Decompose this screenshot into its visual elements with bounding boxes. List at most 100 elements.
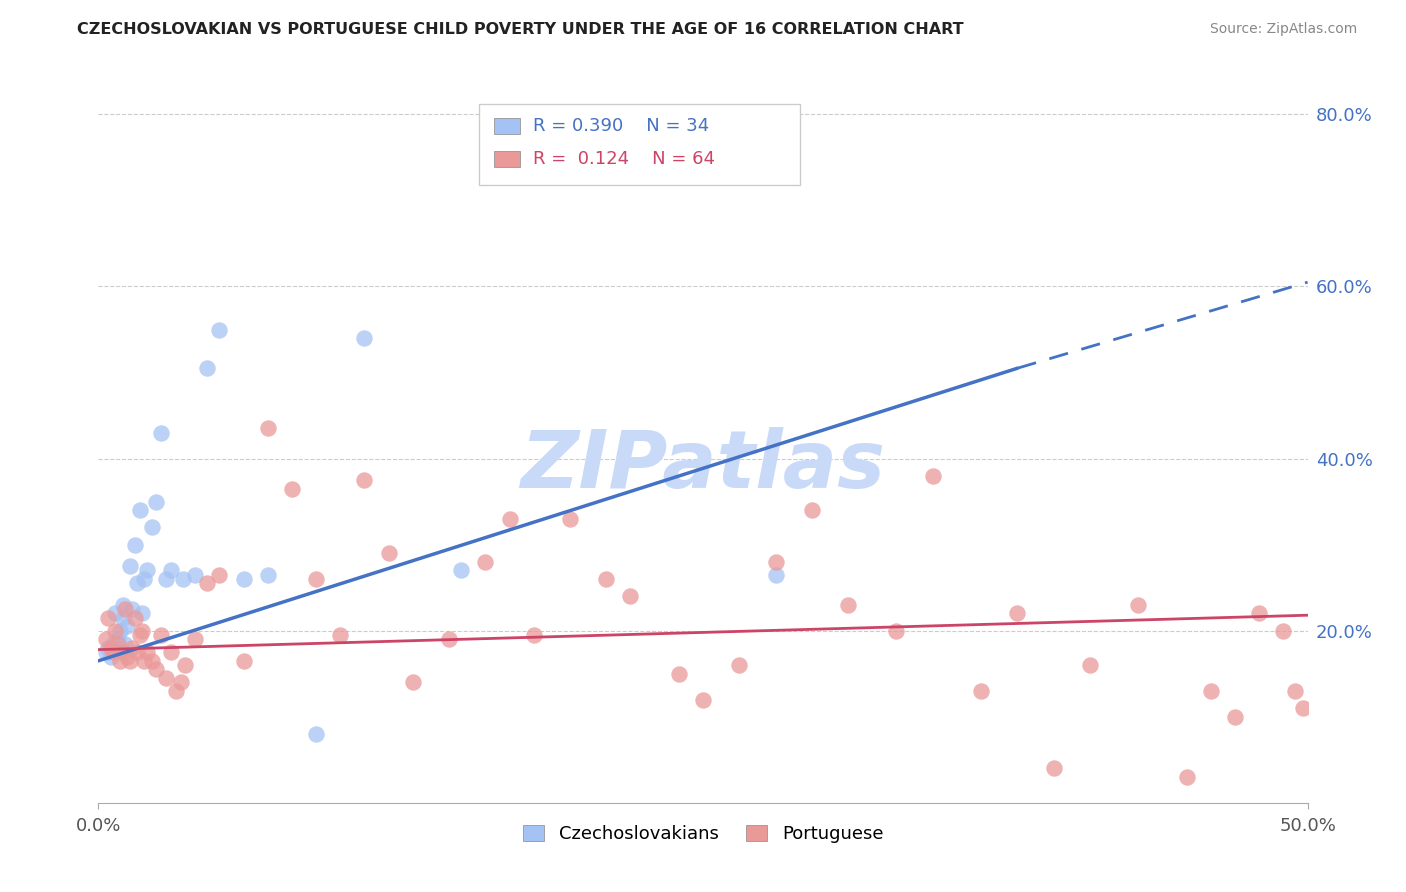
Point (97, 611, 120, 625)
Text: R =  0.124    N = 64: R = 0.124 N = 64 (533, 150, 714, 168)
Point (145, 662, 167, 676)
Point (174, 658, 197, 673)
Point (256, 567, 278, 582)
Point (256, 421, 278, 435)
Point (135, 564, 157, 578)
Point (1292, 701, 1315, 715)
FancyBboxPatch shape (494, 151, 520, 167)
Point (104, 607, 127, 621)
Point (1042, 761, 1064, 775)
Point (127, 576, 149, 591)
Point (232, 654, 254, 668)
Point (195, 576, 218, 591)
Point (523, 628, 546, 642)
FancyBboxPatch shape (479, 104, 800, 185)
Point (1249, 607, 1271, 621)
Point (111, 645, 134, 659)
Point (281, 482, 304, 496)
Text: ZIPatlas: ZIPatlas (520, 427, 886, 506)
Point (172, 572, 194, 586)
Point (155, 671, 177, 685)
Point (107, 637, 129, 651)
Point (1078, 658, 1101, 673)
Point (150, 425, 173, 440)
Point (437, 632, 460, 647)
Point (886, 624, 908, 638)
Point (135, 645, 157, 659)
Point (117, 619, 139, 633)
Point (155, 572, 177, 586)
Point (800, 503, 823, 517)
Point (353, 473, 375, 487)
Legend: Czechoslovakians, Portuguese: Czechoslovakians, Portuguese (513, 816, 893, 852)
Point (128, 628, 150, 642)
Text: CZECHOSLOVAKIAN VS PORTUGUESE CHILD POVERTY UNDER THE AGE OF 16 CORRELATION CHAR: CZECHOSLOVAKIAN VS PORTUGUESE CHILD POVE… (77, 22, 965, 37)
Point (305, 727, 328, 741)
Point (111, 611, 134, 625)
Point (111, 598, 134, 612)
Point (377, 546, 399, 560)
Point (94, 632, 117, 647)
Point (145, 494, 167, 508)
Point (498, 512, 520, 526)
Point (668, 666, 690, 681)
Point (160, 564, 183, 578)
Point (165, 684, 187, 698)
Point (127, 645, 149, 659)
Point (134, 654, 156, 668)
Point (124, 538, 146, 552)
Point (117, 649, 139, 664)
Point (970, 684, 993, 698)
Point (765, 555, 787, 569)
Point (837, 598, 859, 612)
Point (150, 628, 173, 642)
Point (1128, 598, 1150, 612)
Point (121, 640, 143, 655)
Text: Source: ZipAtlas.com: Source: ZipAtlas.com (1209, 22, 1357, 37)
Point (474, 555, 496, 569)
Point (97, 640, 120, 655)
Text: R = 0.390    N = 34: R = 0.390 N = 34 (533, 117, 709, 136)
Point (450, 564, 472, 578)
Point (101, 637, 124, 651)
Point (184, 567, 207, 582)
Point (232, 572, 254, 586)
Point (595, 572, 617, 586)
Point (921, 468, 943, 483)
Point (195, 361, 218, 376)
Point (131, 607, 153, 621)
Point (118, 559, 141, 574)
Point (134, 572, 156, 586)
Point (160, 645, 183, 659)
Point (305, 572, 328, 586)
Point (402, 675, 425, 690)
Point (1284, 684, 1306, 698)
Point (94, 645, 117, 659)
Point (101, 645, 124, 659)
Point (619, 589, 641, 603)
Point (128, 503, 150, 517)
Point (141, 520, 163, 534)
Point (114, 602, 136, 616)
Point (1272, 624, 1295, 638)
Point (124, 611, 146, 625)
Point (728, 658, 751, 673)
Point (692, 692, 714, 706)
Point (100, 640, 122, 655)
Point (104, 624, 127, 638)
Point (353, 331, 375, 345)
Point (141, 654, 163, 668)
Point (108, 624, 131, 638)
Point (121, 602, 143, 616)
Point (108, 654, 131, 668)
Point (765, 567, 787, 582)
Point (131, 624, 153, 638)
Point (184, 632, 207, 647)
FancyBboxPatch shape (494, 118, 520, 135)
Point (208, 567, 231, 582)
Point (329, 628, 352, 642)
Point (1007, 607, 1029, 621)
Point (169, 675, 191, 690)
Point (208, 322, 231, 336)
Point (1199, 684, 1222, 698)
